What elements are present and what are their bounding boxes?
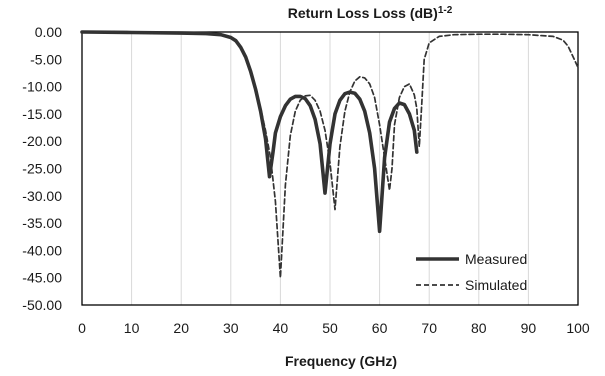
x-tick-label: 60 — [372, 320, 388, 336]
chart-title: Return Loss Loss (dB)1-2 — [288, 5, 453, 21]
chart-title-main: Return Loss Loss (dB) — [288, 5, 438, 21]
y-tick-label: -35.00 — [22, 215, 62, 231]
y-tick-label: -50.00 — [22, 297, 62, 313]
series-line-measured — [80, 30, 419, 234]
x-tick-label: 30 — [223, 320, 239, 336]
y-axis-tick-labels: 0.00 -5.00 -10.00 -15.00 -20.00 -25.00 -30.00 -… — [22, 24, 62, 313]
chart-title-text: Return Loss Loss (dB)1-2 — [288, 5, 453, 21]
chart-title-superscript: 1-2 — [438, 5, 453, 16]
y-tick-label: 0.00 — [35, 24, 62, 40]
y-tick-label: -15.00 — [22, 106, 62, 122]
legend: Measured Simulated — [416, 251, 527, 293]
x-tick-label: 50 — [322, 320, 338, 336]
series-layer — [80, 30, 579, 279]
y-tick-label: -25.00 — [22, 161, 62, 177]
x-tick-label: 80 — [471, 320, 487, 336]
series-line-simulated — [81, 31, 579, 279]
y-tick-label: -20.00 — [22, 133, 62, 149]
legend-label-measured: Measured — [465, 251, 527, 267]
x-tick-label: 40 — [273, 320, 289, 336]
x-axis-tick-labels: 0 10 20 30 40 50 60 70 80 90 100 — [78, 320, 590, 336]
y-tick-label: -5.00 — [30, 51, 62, 67]
x-tick-label: 10 — [124, 320, 140, 336]
x-tick-label: 20 — [173, 320, 189, 336]
y-tick-label: -30.00 — [22, 188, 62, 204]
y-tick-label: -40.00 — [22, 242, 62, 258]
x-tick-label: 100 — [566, 320, 590, 336]
legend-label-simulated: Simulated — [465, 277, 527, 293]
x-tick-label: 90 — [521, 320, 537, 336]
x-tick-label: 0 — [78, 320, 86, 336]
x-tick-label: 70 — [421, 320, 437, 336]
x-axis-title: Frequency (GHz) — [285, 353, 397, 369]
y-tick-label: -10.00 — [22, 79, 62, 95]
plot-area-frame — [81, 31, 579, 306]
y-tick-label: -45.00 — [22, 270, 62, 286]
